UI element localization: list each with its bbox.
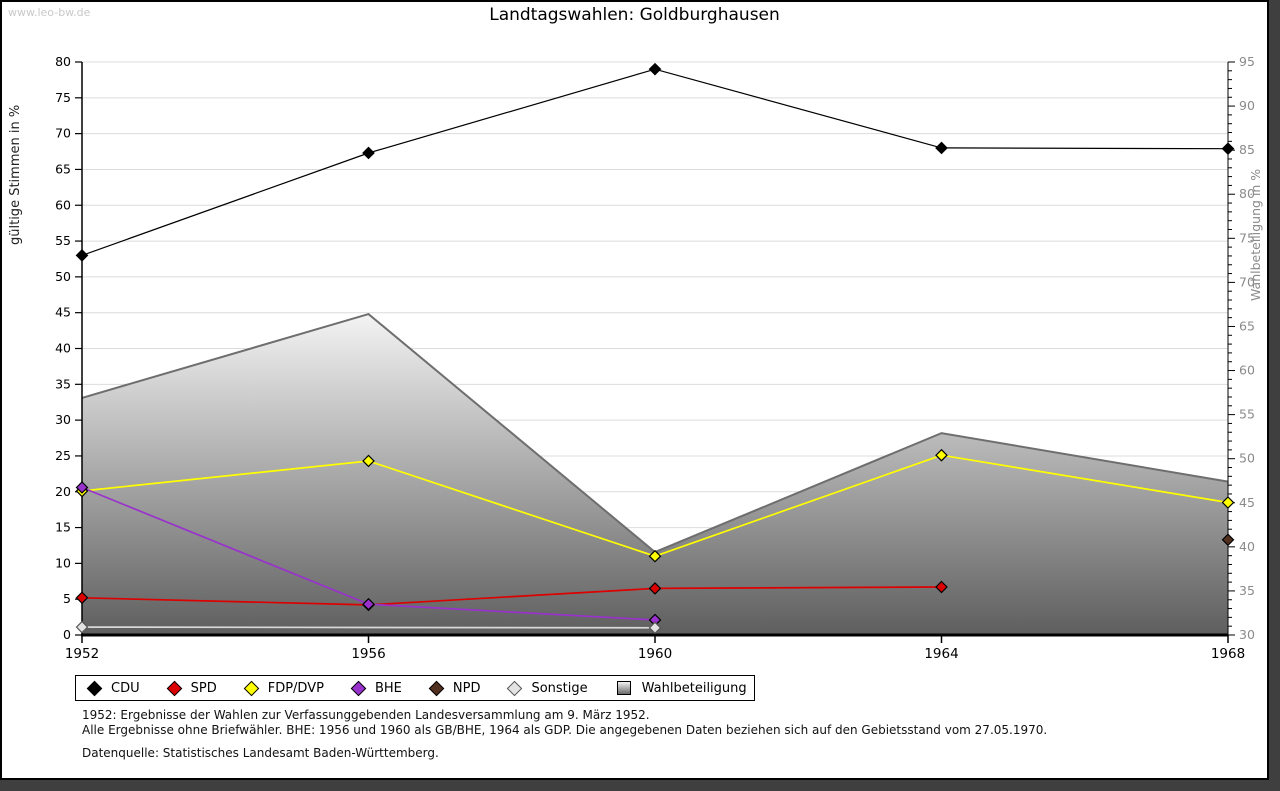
svg-text:10: 10 [55, 555, 71, 570]
svg-text:50: 50 [1239, 451, 1255, 466]
legend-item-npd: NPD [428, 680, 481, 696]
legend-box: CDU SPD FDP/DVP BHE NPD Sonstige Wahlbeteiligu… [75, 675, 755, 701]
legend-label-spd: SPD [190, 680, 217, 696]
svg-text:90: 90 [1239, 98, 1255, 113]
svg-text:55: 55 [55, 233, 71, 248]
svg-text:35: 35 [1239, 583, 1255, 598]
legend-label-sonstige: Sonstige [531, 680, 588, 696]
svg-text:60: 60 [1239, 363, 1255, 378]
legend-label-cdu: CDU [111, 680, 140, 696]
legend-label-wahlbeteiligung: Wahlbeteiligung [641, 680, 747, 696]
svg-text:70: 70 [1239, 274, 1255, 289]
chart-title: Landtagswahlen: Goldburghausen [489, 5, 780, 25]
footnotes: 1952: Ergebnisse der Wahlen zur Verfassu… [82, 708, 1047, 737]
svg-text:70: 70 [55, 126, 71, 141]
right-axis-label: Wahlbeteiligung in % [1248, 168, 1263, 302]
legend-item-bhe: BHE [350, 680, 402, 696]
svg-text:80: 80 [1239, 186, 1255, 201]
svg-text:85: 85 [1239, 142, 1255, 157]
svg-text:75: 75 [55, 90, 71, 105]
svg-text:1968: 1968 [1211, 646, 1245, 662]
svg-text:80: 80 [55, 54, 71, 69]
legend-label-bhe: BHE [374, 680, 402, 696]
svg-text:45: 45 [1239, 495, 1255, 510]
legend-item-cdu: CDU [86, 680, 140, 696]
legend-item-sonstige: Sonstige [507, 680, 588, 696]
svg-text:75: 75 [1239, 230, 1255, 245]
legend-marker-npd-diamond-icon [428, 680, 445, 696]
footnote-line-2: Alle Ergebnisse ohne Briefwähler. BHE: 1… [82, 722, 1048, 737]
legend-item-wahlbeteiligung: Wahlbeteiligung [616, 680, 747, 696]
footnote-line-1: 1952: Ergebnisse der Wahlen zur Verfassu… [82, 708, 650, 722]
svg-text:5: 5 [63, 591, 71, 606]
legend-item-fdp-dvp: FDP/DVP [243, 680, 324, 696]
legend-label-fdp-dvp: FDP/DVP [267, 680, 324, 696]
svg-text:65: 65 [55, 161, 71, 176]
watermark-leo-bw: www.leo-bw.de [8, 6, 91, 19]
data-source-note: Datenquelle: Statistisches Landesamt Bad… [82, 746, 439, 760]
legend-label-npd: NPD [452, 680, 481, 696]
legend-marker-sonstige-diamond-icon [507, 680, 523, 696]
svg-text:65: 65 [1239, 318, 1255, 333]
svg-text:30: 30 [55, 412, 71, 427]
svg-text:40: 40 [55, 341, 71, 356]
svg-text:95: 95 [1239, 54, 1255, 69]
chart-sheet: www.leo-bw.de Landtagswahlen: Goldburgha… [0, 0, 1269, 780]
svg-text:1960: 1960 [638, 646, 672, 662]
legend-marker-wahlbeteiligung-square-icon [616, 681, 631, 695]
svg-text:50: 50 [55, 269, 71, 284]
legend-marker-fdp-dvp-diamond-icon [243, 680, 259, 696]
left-axis-label: gültige Stimmen in % [8, 104, 23, 246]
election-chart: 0 5 10 15 20 25 30 35 40 45 50 55 60 65 70 75 80 30 35 40 45… [55, 54, 1255, 662]
svg-text:1952: 1952 [65, 646, 99, 662]
svg-text:30: 30 [1239, 627, 1255, 642]
legend-marker-cdu-diamond-icon [86, 680, 103, 696]
svg-text:55: 55 [1239, 407, 1255, 422]
svg-text:0: 0 [63, 627, 71, 642]
svg-text:1964: 1964 [924, 646, 958, 662]
legend-marker-spd-diamond-icon [166, 680, 182, 696]
legend-marker-bhe-diamond-icon [350, 680, 367, 696]
svg-text:35: 35 [55, 376, 71, 391]
svg-text:40: 40 [1239, 539, 1255, 554]
legend-item-spd: SPD [166, 680, 217, 696]
svg-text:45: 45 [55, 305, 71, 320]
svg-text:15: 15 [55, 520, 71, 535]
svg-text:1956: 1956 [351, 646, 385, 662]
svg-text:25: 25 [55, 448, 71, 463]
svg-text:20: 20 [55, 484, 71, 499]
svg-text:60: 60 [55, 197, 71, 212]
